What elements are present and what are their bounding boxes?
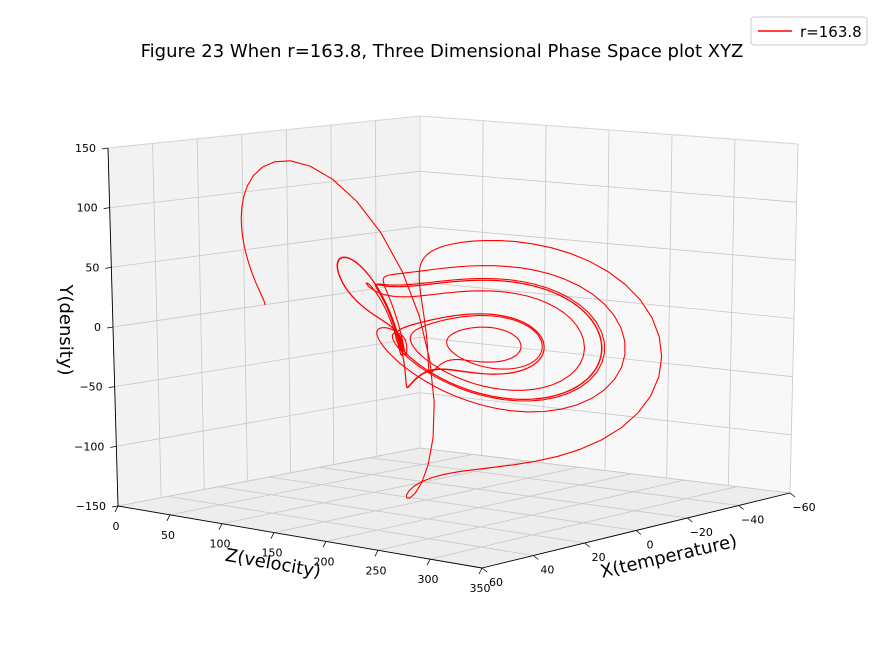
z-tick-label: 150 [262, 547, 283, 560]
pane-edges [107, 115, 799, 448]
z-tick-label: 50 [161, 529, 175, 542]
y-axis-label: Y(density) [55, 283, 76, 375]
y-tick-label: −150 [76, 500, 106, 513]
grid-lines [107, 115, 799, 569]
x-tick-label: 20 [592, 551, 606, 564]
z-tick-label: 0 [113, 520, 120, 533]
z-tick-label: 300 [418, 573, 439, 586]
back-pane-left [108, 116, 420, 506]
legend-entry-label: r=163.8 [800, 23, 862, 41]
floor-pane [118, 448, 790, 568]
x-tick-label: 0 [647, 539, 654, 552]
z-tick-label: 100 [210, 538, 231, 551]
y-tick-label: 100 [77, 202, 98, 215]
legend-box [750, 16, 868, 46]
y-tick-label: −50 [79, 381, 102, 394]
z-axis-line [117, 505, 483, 569]
chart-title: Figure 23 When r=163.8, Three Dimensiona… [141, 41, 744, 62]
z-tick-label: 350 [470, 582, 491, 595]
x-axis-label: X(temperature) [598, 531, 739, 583]
z-tick-label: 200 [314, 555, 335, 568]
legend: r=163.8 [750, 16, 868, 46]
y-tick-label: 50 [85, 261, 99, 274]
x-tick-label: 40 [540, 564, 554, 577]
y-tick-label: 0 [94, 321, 101, 334]
x-tick-label: −20 [690, 526, 713, 539]
x-tick-label: 60 [489, 576, 503, 589]
y-tick-label: 150 [75, 142, 96, 155]
y-tick-label: −100 [74, 440, 104, 453]
back-pane-right [420, 116, 798, 493]
axis-ticks: 150100500−50−100−15005010015020025030035… [74, 142, 815, 595]
z-tick-label: 250 [366, 564, 387, 577]
trajectory-line [240, 160, 663, 499]
x-tick-label: −40 [741, 514, 764, 527]
x-tick-label: −60 [792, 501, 815, 514]
